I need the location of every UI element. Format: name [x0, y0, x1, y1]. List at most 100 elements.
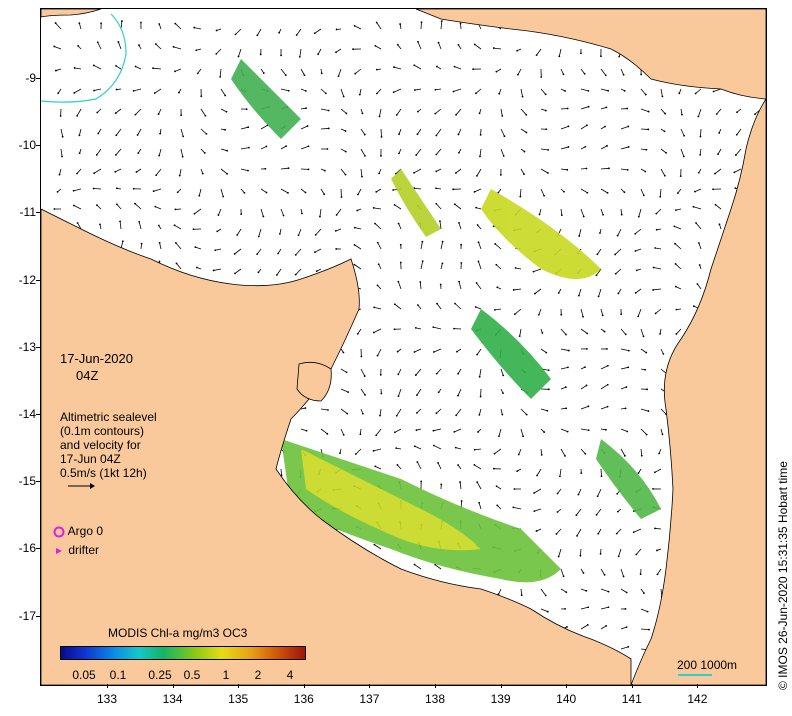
velocity-arrow-head — [56, 190, 59, 193]
velocity-arrow-head — [492, 467, 495, 470]
velocity-arrow — [174, 23, 182, 30]
velocity-arrow-head — [119, 220, 121, 223]
velocity-arrow-head — [314, 251, 316, 254]
velocity-arrow-head — [493, 308, 496, 311]
velocity-arrow — [219, 68, 222, 77]
velocity-arrow-head — [501, 115, 504, 117]
velocity-arrow-head — [434, 88, 437, 91]
velocity-arrow-head — [304, 90, 307, 92]
velocity-arrow-head — [587, 105, 590, 108]
velocity-arrow — [435, 128, 442, 136]
velocity-arrow-head — [675, 333, 678, 335]
velocity-arrow-head — [72, 189, 75, 192]
velocity-arrow-head — [136, 134, 139, 136]
velocity-arrow-head — [519, 195, 522, 198]
velocity-arrow-head — [564, 90, 566, 92]
velocity-arrow-head — [396, 43, 399, 46]
velocity-arrow-head — [364, 154, 366, 157]
velocity-arrow-head — [361, 112, 364, 115]
velocity-arrow — [597, 528, 602, 534]
velocity-arrow-head — [278, 31, 281, 34]
velocity-arrow-head — [565, 333, 567, 336]
velocity-arrow-head — [683, 134, 686, 137]
velocity-arrow-head — [562, 575, 565, 578]
latitude-tick-label: -14 — [18, 407, 36, 421]
velocity-arrow — [476, 282, 482, 290]
velocity-arrow-head — [117, 41, 120, 43]
velocity-arrow — [414, 348, 422, 353]
velocity-arrow-head — [320, 72, 323, 75]
velocity-arrow-head — [513, 313, 516, 316]
velocity-arrow — [620, 428, 628, 432]
velocity-arrow-head — [287, 191, 289, 194]
velocity-arrow — [373, 448, 382, 452]
velocity-arrow-head — [676, 192, 679, 194]
velocity-arrow-head — [624, 454, 626, 457]
velocity-arrow — [194, 27, 202, 30]
velocity-arrow-head — [154, 205, 157, 208]
velocity-arrow — [597, 248, 602, 255]
velocity-arrow — [76, 108, 82, 117]
velocity-arrow-head — [257, 235, 260, 238]
velocity-arrow — [375, 45, 382, 50]
velocity-arrow-head — [699, 153, 702, 156]
velocity-arrow — [655, 308, 662, 314]
velocity-arrow-head — [459, 22, 462, 25]
velocity-arrow-head — [53, 208, 56, 210]
velocity-arrow — [558, 548, 562, 557]
velocity-arrow — [320, 408, 329, 411]
velocity-arrow — [660, 108, 666, 114]
velocity-arrow-head — [92, 64, 95, 67]
velocity-arrow-head — [135, 171, 138, 173]
velocity-arrow — [375, 466, 382, 470]
velocity-arrow-head — [416, 133, 419, 136]
velocity-arrow-head — [647, 410, 650, 412]
velocity-arrow — [354, 25, 362, 30]
velocity-arrow-head — [512, 289, 515, 291]
velocity-arrow — [540, 168, 549, 174]
velocity-arrow-head — [674, 242, 676, 245]
velocity-arrow-head — [545, 351, 548, 354]
velocity-arrow — [520, 168, 525, 175]
velocity-arrow — [454, 303, 462, 310]
velocity-arrow — [536, 468, 542, 476]
velocity-arrow — [534, 288, 542, 294]
velocity-arrow — [636, 548, 642, 555]
velocity-arrow-head — [567, 125, 570, 128]
velocity-arrow-head — [699, 135, 702, 138]
velocity-arrow-head — [304, 191, 307, 194]
velocity-arrow-head — [353, 25, 356, 27]
velocity-arrow-head — [441, 262, 444, 265]
velocity-arrow — [680, 128, 685, 136]
velocity-arrow — [298, 228, 302, 236]
velocity-arrow-head — [193, 212, 196, 215]
velocity-arrow — [614, 248, 622, 255]
velocity-arrow-head — [624, 333, 627, 336]
velocity-arrow — [494, 308, 502, 311]
velocity-arrow — [540, 148, 549, 151]
velocity-arrow — [435, 203, 442, 210]
velocity-arrow — [373, 328, 382, 333]
velocity-arrow-head — [502, 392, 504, 395]
velocity-arrow — [520, 128, 527, 133]
velocity-arrow — [359, 88, 362, 95]
velocity-arrow — [560, 68, 564, 75]
velocity-arrow-head — [157, 224, 160, 227]
velocity-arrow-head — [342, 351, 345, 354]
velocity-arrow — [617, 228, 622, 236]
longitude-tick-mark — [303, 684, 305, 688]
velocity-arrow — [580, 208, 585, 217]
velocity-arrow-head — [73, 67, 76, 69]
velocity-arrow — [295, 268, 302, 275]
velocity-arrow-head — [198, 194, 201, 197]
velocity-arrow-head — [257, 271, 260, 274]
colorbar-tick-label: 0.25 — [148, 668, 172, 682]
velocity-arrow-head — [134, 113, 137, 116]
velocity-arrow — [578, 488, 582, 495]
velocity-arrow-head — [453, 65, 456, 68]
velocity-arrow-head — [697, 115, 700, 118]
velocity-arrow — [394, 303, 402, 310]
velocity-arrow-head — [335, 248, 338, 250]
velocity-arrow-head — [375, 21, 378, 24]
velocity-arrow — [640, 428, 647, 435]
